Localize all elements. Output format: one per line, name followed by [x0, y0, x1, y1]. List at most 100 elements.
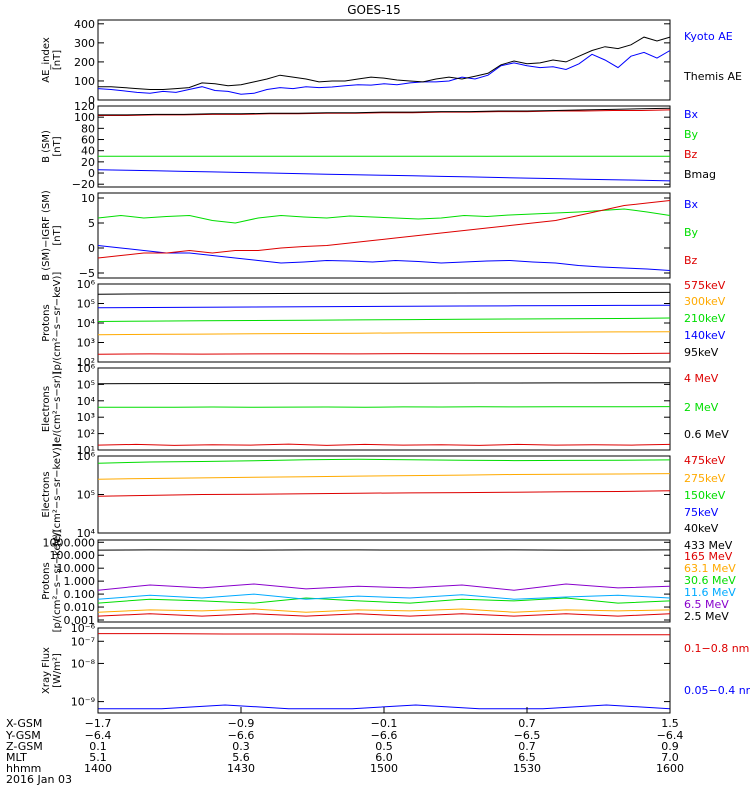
series-line	[97, 490, 671, 497]
y-tick-label: 10⁶	[77, 362, 96, 375]
y-axis-label: [nT]	[52, 50, 63, 70]
x-tick-label: 1600	[656, 762, 684, 775]
y-tick-label: 10.000	[57, 562, 96, 575]
series-line	[98, 633, 670, 636]
series-line	[97, 406, 671, 408]
x-tick-label: −0.9	[228, 717, 255, 730]
panel-8: 10⁻⁹ 10⁻⁸ 10⁻⁷10⁻⁶ Xray Flux [W/m²] 0.1−0.8 n…	[41, 622, 750, 714]
y-axis-label: [nT]	[52, 136, 63, 156]
legend-entry: Bx	[684, 198, 699, 211]
legend-entry: 2 MeV	[684, 401, 719, 414]
y-tick-label: 10⁻⁹	[71, 696, 95, 709]
y-tick-label: 10⁵	[77, 298, 95, 311]
series-line	[97, 583, 671, 591]
y-tick-label: 120	[74, 100, 95, 113]
series-line	[97, 382, 670, 385]
series-line	[97, 352, 671, 355]
legend-entry: 140keV	[684, 329, 726, 342]
x-tick-label: −6.6	[228, 729, 255, 742]
series-line	[97, 317, 671, 322]
x-tick-label: 0.7	[518, 740, 536, 753]
legend-entry: 433 MeV	[684, 539, 733, 552]
y-tick-label: 100	[74, 111, 95, 124]
x-tick-label: 1400	[84, 762, 112, 775]
x-tick-label: 1.5	[661, 717, 679, 730]
y-tick-label: 10⁶	[77, 450, 96, 463]
x-tick-label: 5.1	[89, 751, 107, 764]
y-tick-label: 0	[88, 167, 95, 180]
legend-entry: By	[684, 226, 699, 239]
legend-entry: Bmag	[684, 168, 716, 181]
panel-frame	[97, 283, 671, 363]
x-row-label: X-GSM	[6, 717, 42, 730]
y-tick-label: 10³	[77, 337, 95, 350]
x-tick-label: −6.5	[514, 729, 541, 742]
x-tick-label: 0.5	[375, 740, 393, 753]
x-tick-label: −6.4	[85, 729, 112, 742]
legend-entry: 0.6 MeV	[684, 428, 729, 441]
series-line	[97, 169, 671, 182]
panel-3: −5 0 5 10 B (SM)−IGRF (SM) [nT] Bx By Bz	[41, 190, 699, 281]
series-line	[97, 331, 671, 336]
y-tick-label: 100.000	[50, 549, 96, 562]
y-axis-label: B (SM)	[41, 130, 52, 163]
y-axis-label: [W/m²]	[52, 653, 63, 688]
series-line	[97, 245, 671, 271]
series-line	[97, 443, 671, 446]
series-line	[97, 304, 671, 309]
x-tick-label: −0.1	[371, 717, 398, 730]
panel-5: 10¹ 10² 10³ 10⁴ 10⁵ 10⁶ Electrons [e/(cm²−s−sr)…	[41, 362, 729, 457]
panel-4: 10² 10³ 10⁴ 10⁵ 10⁶ Protons [p/(cm²−s−sr−keV)]…	[41, 272, 726, 375]
legend-entry: Bz	[684, 254, 698, 267]
y-tick-label: 10⁴	[77, 317, 96, 330]
y-tick-label: 5	[88, 217, 95, 230]
y-tick-label: 100	[74, 75, 95, 88]
y-tick-label: 10⁻⁸	[71, 657, 96, 670]
series-line	[98, 36, 671, 90]
y-tick-label: 0.100	[64, 588, 96, 601]
x-tick-label: −6.6	[371, 729, 398, 742]
x-row-label: 2016 Jan 03	[6, 773, 72, 786]
x-tick-label: 1430	[227, 762, 255, 775]
y-tick-label: 10³	[77, 411, 95, 424]
x-tick-label: 5.6	[232, 751, 250, 764]
y-tick-label: 0	[88, 94, 95, 107]
x-tick-label: 6.5	[518, 751, 536, 764]
panel-frame	[97, 627, 671, 714]
y-tick-label: 10⁶	[77, 278, 96, 291]
y-tick-label: −5	[79, 267, 95, 280]
y-tick-label: 10⁴	[77, 395, 96, 408]
y-tick-label: 10²	[77, 356, 95, 369]
x-tick-label: 1500	[370, 762, 398, 775]
legend-entry: 210keV	[684, 312, 726, 325]
y-tick-label: 1000.000	[43, 536, 96, 549]
y-tick-label: 400	[74, 18, 95, 31]
y-tick-label: 60	[81, 134, 95, 147]
legend-entry: 2.5 MeV	[684, 610, 729, 623]
y-tick-label: 0.010	[64, 601, 96, 614]
x-row-label: hhmm	[6, 762, 41, 775]
y-axis-label: [e/(cm²−s−sr)]	[52, 371, 63, 447]
y-axis-label: Protons	[41, 562, 52, 599]
legend-entry: 6.5 MeV	[684, 598, 729, 611]
panel-frame	[97, 19, 671, 101]
series-line	[97, 597, 671, 604]
series-line	[97, 208, 671, 224]
legend-entry: 575keV	[684, 279, 726, 292]
x-tick-label: 0.3	[232, 740, 250, 753]
series-line	[97, 50, 671, 95]
y-axis-label: Protons	[41, 304, 52, 341]
x-tick-label: −6.4	[657, 729, 684, 742]
y-tick-label: 10⁻⁶	[71, 622, 96, 635]
y-tick-label: 10⁴	[77, 527, 96, 540]
series-line	[97, 458, 671, 464]
y-tick-label: 200	[74, 56, 95, 69]
panel-7: 0.0010.0100.1001.00010.000100.0001000.00…	[41, 530, 736, 633]
y-axis-label: Electrons	[41, 386, 52, 432]
y-tick-label: 10⁵	[77, 489, 95, 502]
series-line	[98, 107, 671, 116]
y-tick-label: 300	[74, 37, 95, 50]
y-tick-label: −20	[72, 178, 95, 191]
y-axis-label: [p/(cm²−s−sr−keV)]	[52, 272, 63, 375]
